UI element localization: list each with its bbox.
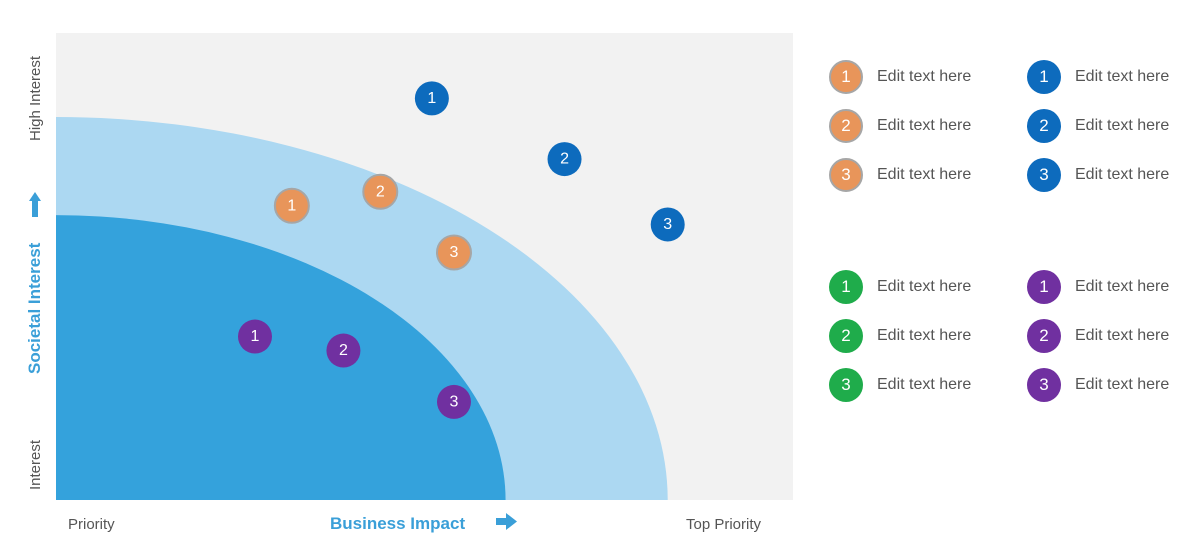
marker-purple-1: 1 [237,319,272,354]
legend-badge-orange: 2 [829,109,863,143]
legend-badge-blue: 2 [1027,109,1061,143]
legend-badge-purple: 3 [1027,368,1061,402]
marker-label: 2 [376,183,385,200]
marker-label: 3 [663,216,672,233]
y-axis-low-label: Interest [27,439,44,490]
marker-circle [414,81,449,116]
marker-blue-2: 2 [547,142,582,177]
marker-purple-3: 3 [436,384,471,419]
legend-label: Edit text here [1075,376,1170,393]
marker-label: 2 [339,342,348,359]
y-axis-high-label: High Interest [27,55,44,141]
inner-priority-zone [56,215,506,500]
marker-label: 1 [251,328,260,345]
legend-label: Edit text here [877,68,972,85]
legend-badge-green: 3 [829,368,863,402]
marker-circle [237,319,272,354]
legend-item-orange-2: 2 Edit text here [829,107,1019,145]
x-axis-title: Business Impact [330,514,465,533]
marker-orange-3: 3 [435,234,472,271]
marker-circle [650,207,685,242]
legend-badge-purple: 2 [1027,319,1061,353]
legend-badge-green: 2 [829,319,863,353]
marker-label: 1 [427,90,436,107]
legend-item-blue-2: 2 Edit text here [1027,107,1200,145]
legend-label: Edit text here [1075,166,1170,183]
marker-purple-2: 2 [326,333,361,368]
legend-item-blue-3: 3 Edit text here [1027,156,1200,194]
marker-circle [326,333,361,368]
legend-bottom: 1 Edit text here 1 Edit text here 2 Edit… [829,268,1200,404]
legend-label: Edit text here [1075,327,1170,344]
marker-blue-1: 1 [414,81,449,116]
legend-badge-orange: 3 [829,158,863,192]
marker-label: 1 [287,197,296,214]
legend-badge-orange: 1 [829,60,863,94]
arrow-up-icon [29,192,41,217]
x-axis-high-label: Top Priority [686,516,762,533]
legend-label: Edit text here [877,117,972,134]
legend-badge-purple: 1 [1027,270,1061,304]
legend-label: Edit text here [1075,278,1170,295]
marker-blue-3: 3 [650,207,685,242]
legend-item-purple-2: 2 Edit text here [1027,317,1200,355]
x-axis-low-label: Priority [68,516,115,533]
marker-orange-2: 2 [362,173,399,210]
marker-circle [362,173,399,210]
legend-label: Edit text here [1075,68,1170,85]
y-axis-title: Societal Interest [25,242,44,374]
legend-label: Edit text here [877,327,972,344]
legend-label: Edit text here [877,278,972,295]
marker-circle [436,384,471,419]
marker-circle [435,234,472,271]
legend-item-purple-1: 1 Edit text here [1027,268,1200,306]
legend-badge-green: 1 [829,270,863,304]
legend-badge-blue: 3 [1027,158,1061,192]
legend-label: Edit text here [1075,117,1170,134]
legend-top: 1 Edit text here 1 Edit text here 2 Edit… [829,58,1200,194]
legend-item-blue-1: 1 Edit text here [1027,58,1200,96]
legend-item-green-2: 2 Edit text here [829,317,1019,355]
legend-item-orange-1: 1 Edit text here [829,58,1019,96]
legend-label: Edit text here [877,166,972,183]
legend-item-purple-3: 3 Edit text here [1027,366,1200,404]
legend-label: Edit text here [877,376,972,393]
arrow-right-icon [496,513,517,530]
legend-badge-blue: 1 [1027,60,1061,94]
marker-circle [273,187,310,224]
marker-label: 2 [560,151,569,168]
legend-item-green-3: 3 Edit text here [829,366,1019,404]
priority-matrix-chart: 1 2 3 1 2 3 1 2 3 Interest Societal Interest Hig… [25,33,793,533]
marker-label: 3 [450,244,459,261]
legend-item-orange-3: 3 Edit text here [829,156,1019,194]
legend-item-green-1: 1 Edit text here [829,268,1019,306]
marker-label: 3 [450,393,459,410]
marker-layer: 1 2 3 1 2 3 1 2 3 [237,81,685,419]
marker-orange-1: 1 [273,187,310,224]
marker-circle [547,142,582,177]
